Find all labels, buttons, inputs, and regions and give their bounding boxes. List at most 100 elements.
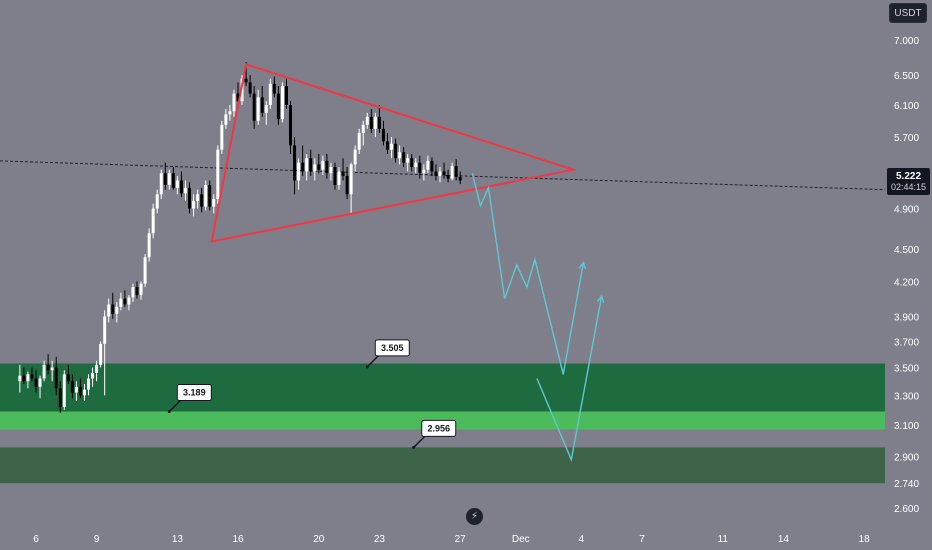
candle-body [183,187,187,194]
candle [159,169,163,199]
candle [131,283,135,303]
candle-body [62,374,66,407]
candle [313,158,317,181]
candle-body [232,93,236,112]
candle [192,194,196,217]
candle [139,281,143,300]
candle [434,164,438,181]
candle [103,310,107,396]
candle [171,167,175,190]
candle-body [167,173,171,186]
zone-upper [0,363,885,412]
current-price: 5.222 [895,170,922,182]
candle-body [91,372,95,379]
candle [18,364,22,393]
candle-body [284,86,288,106]
callout-box [176,384,212,402]
candle [349,162,353,214]
candle [34,370,38,393]
candle [232,89,236,117]
candle-body [38,378,42,387]
candle [147,228,151,262]
candle [268,78,272,109]
candle [46,354,50,375]
x-tick-label: 14 [778,534,790,545]
x-tick-label: 23 [374,534,386,545]
candle [458,171,462,185]
callout-label: 2.956 [427,423,450,433]
candle-body [341,171,345,176]
candle [163,162,167,190]
candle [345,167,349,199]
candle-body [438,171,442,176]
candle-body [450,166,454,179]
currency-badge[interactable]: USDT [889,3,927,23]
candle-body [337,171,341,186]
candle-body [155,194,159,209]
candle-body [70,381,74,393]
candle-body [402,152,406,163]
candle-body [103,316,107,344]
candle-body [272,83,276,94]
candle [293,137,297,195]
candle [216,145,220,204]
candle [82,384,86,402]
candle-body [369,116,373,129]
candle-body [434,171,438,176]
callout-pointer [413,434,427,448]
price-callout: 3.189 [167,384,212,414]
candle [442,162,446,179]
candle [38,375,42,399]
candle [305,153,309,181]
candle [22,367,26,385]
candle-body [107,304,111,317]
candle [115,302,119,323]
candle-body [46,364,50,371]
candle [284,78,288,109]
candle [276,86,280,125]
callout-box [374,339,410,357]
candle-countdown: 02:44:15 [890,181,927,192]
candle [272,76,276,98]
tradingview-logo-icon[interactable]: ⚡ [466,508,483,525]
candle-body [171,173,175,188]
candle-body [410,158,414,168]
candle-body [99,343,103,365]
x-tick-label: 4 [579,534,585,545]
callout-pointer [168,398,182,413]
callout-anchor [365,365,369,369]
candle-body [18,375,22,382]
candle-body [82,389,86,396]
callout-anchor [167,410,171,414]
candle-body [309,158,313,172]
candle [111,292,115,319]
candle [426,155,430,174]
projection-path-1-arrow [578,261,587,270]
y-tick-label: 4.500 [894,245,919,256]
candle-body [365,116,369,125]
candle [301,145,305,176]
candle-body [276,93,280,120]
projection-path-1 [471,173,585,375]
candle [208,180,212,211]
candle [188,182,192,214]
candle [357,128,361,154]
candle [78,378,82,399]
candle-body [385,141,389,150]
candle [167,169,171,190]
candle [107,298,111,323]
candle-body [256,97,260,121]
candle-body [22,375,26,382]
callout-label: 3.189 [183,388,206,398]
candle [74,381,78,402]
candle [381,120,385,146]
candle-body [200,194,204,207]
candle-body [414,162,418,168]
candle-body [361,124,365,133]
candle-body [446,175,450,179]
candle-body [66,374,70,382]
candle-body [301,162,305,172]
trend-line [0,160,886,191]
